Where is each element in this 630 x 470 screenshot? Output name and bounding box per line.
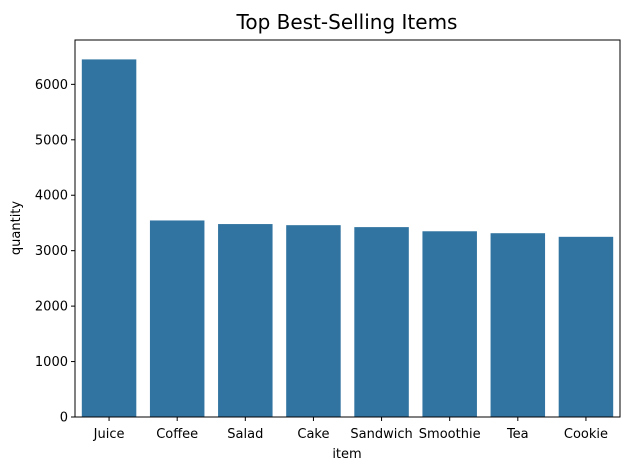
y-tick-label: 3000 bbox=[35, 244, 68, 259]
bar-cookie bbox=[558, 236, 614, 417]
chart-title: Top Best-Selling Items bbox=[236, 10, 458, 34]
y-axis: 0 1000 2000 3000 4000 5000 6000 bbox=[35, 78, 75, 426]
x-tick-label: Cookie bbox=[564, 427, 608, 442]
bars-layer bbox=[81, 59, 614, 418]
y-tick-label: 1000 bbox=[35, 355, 68, 370]
bar-sandwich bbox=[354, 227, 409, 417]
x-tick-label: Smoothie bbox=[419, 427, 481, 442]
bar-juice bbox=[81, 59, 137, 418]
x-tick-label: Tea bbox=[506, 427, 529, 442]
x-tick-label: Salad bbox=[227, 427, 263, 442]
x-tick-label: Coffee bbox=[156, 427, 198, 442]
y-tick-label: 6000 bbox=[35, 78, 68, 93]
plot-frame bbox=[74, 39, 621, 418]
x-axis: Juice Coffee Salad Cake Sandwich Smoothie Tea C… bbox=[93, 417, 608, 442]
x-axis-label: item bbox=[332, 447, 361, 462]
bar-salad bbox=[218, 224, 273, 417]
y-tick-label: 4000 bbox=[35, 189, 68, 204]
x-tick-label: Juice bbox=[93, 427, 125, 442]
bar-cake bbox=[286, 225, 341, 417]
bar-smoothie bbox=[422, 231, 477, 417]
x-tick-label: Sandwich bbox=[350, 427, 412, 442]
y-axis-label: quantity bbox=[9, 201, 24, 256]
y-tick-label: 5000 bbox=[35, 133, 68, 148]
y-tick-label: 2000 bbox=[35, 300, 68, 315]
x-tick-label: Cake bbox=[297, 427, 329, 442]
bar-coffee bbox=[149, 220, 205, 417]
bar-tea bbox=[490, 233, 546, 417]
y-tick-label: 0 bbox=[60, 411, 68, 426]
